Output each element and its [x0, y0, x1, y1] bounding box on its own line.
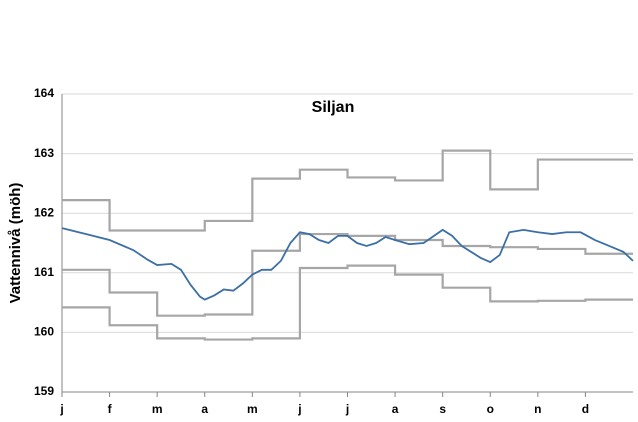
x-tick-label: j — [297, 402, 301, 416]
x-tick-label: j — [345, 402, 349, 416]
x-tick-label: o — [487, 402, 494, 416]
step-line — [62, 264, 633, 341]
y-tick-label: 164 — [34, 86, 54, 100]
x-tick-label: d — [582, 402, 589, 416]
y-tick-label: 162 — [34, 205, 54, 219]
x-tick-label: a — [392, 402, 399, 416]
x-tick-label: n — [534, 402, 541, 416]
level-line — [61, 227, 634, 301]
x-tick-label: j — [59, 402, 63, 416]
chart-title: Siljan — [312, 99, 355, 116]
y-axis-label: Vattennivå (möh) — [7, 183, 24, 304]
x-tick-label: f — [108, 402, 113, 416]
y-tick-label: 163 — [34, 146, 54, 160]
y-tick-label: 159 — [34, 384, 54, 398]
step-line — [62, 232, 633, 317]
x-tick-label: a — [201, 402, 208, 416]
x-tick-label: m — [247, 402, 258, 416]
x-tick-label: s — [439, 402, 446, 416]
y-tick-label: 160 — [34, 325, 54, 339]
x-tick-label: m — [152, 402, 163, 416]
y-tick-label: 161 — [34, 265, 54, 279]
step-line — [62, 149, 633, 232]
